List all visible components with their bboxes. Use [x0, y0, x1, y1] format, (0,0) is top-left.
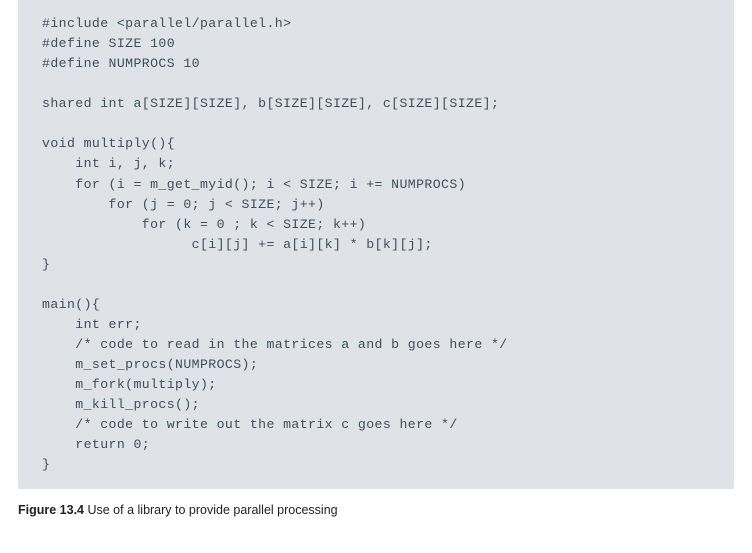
- figure-container: #include <parallel/parallel.h> #define S…: [0, 0, 752, 553]
- figure-caption-text: Use of a library to provide parallel pro…: [87, 503, 337, 517]
- figure-caption: Figure 13.4 Use of a library to provide …: [18, 503, 734, 517]
- figure-label: Figure 13.4: [18, 503, 84, 517]
- code-listing: #include <parallel/parallel.h> #define S…: [18, 0, 734, 489]
